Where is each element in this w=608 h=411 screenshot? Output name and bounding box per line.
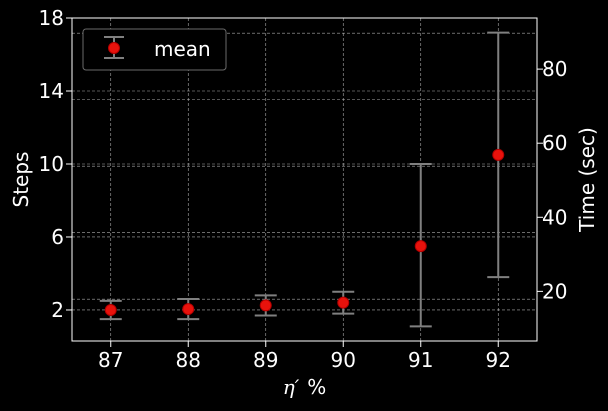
y2-tick-label-80: 80 [542,57,567,81]
x-tick-label-90: 90 [331,348,356,372]
y-tick-label-18: 18 [39,6,64,30]
x-axis-symbol: η′ [283,375,300,399]
data-point-88 [182,303,195,316]
y-tick-label-14: 14 [39,79,64,103]
legend: mean [82,28,227,71]
x-tick-label-87: 87 [98,348,123,372]
x-tick-label-89: 89 [253,348,278,372]
y2-tick-label-60: 60 [542,131,567,155]
x-tick-label-92: 92 [486,348,511,372]
legend-marker [104,36,124,59]
x-axis-ticks: 87 88 89 90 91 92 [98,341,511,372]
y-tick-label-2: 2 [51,298,64,322]
legend-box [82,28,227,71]
data-point-89 [259,299,272,312]
x-axis-title: η′% [283,375,327,399]
y-axis-ticks: 2 6 10 14 18 [39,6,72,322]
y2-tick-label-20: 20 [542,279,567,303]
data-points [104,148,505,316]
plot-frame [71,17,538,342]
y-tick-label-6: 6 [51,225,64,249]
data-point-91 [414,240,427,253]
y2-axis-ticks: 20 40 60 80 [537,57,567,303]
x-tick-label-88: 88 [176,348,201,372]
data-point-90 [337,296,350,309]
x-axis-unit: % [307,375,326,399]
y2-tick-label-40: 40 [542,205,567,229]
y2-axis-title: Time (sec) [575,127,599,233]
legend-label: mean [154,37,211,61]
data-point-87 [104,303,117,316]
data-point-92 [492,148,505,161]
y-axis-title: Steps [9,152,33,208]
y-tick-label-10: 10 [39,152,64,176]
x-tick-label-91: 91 [408,348,433,372]
